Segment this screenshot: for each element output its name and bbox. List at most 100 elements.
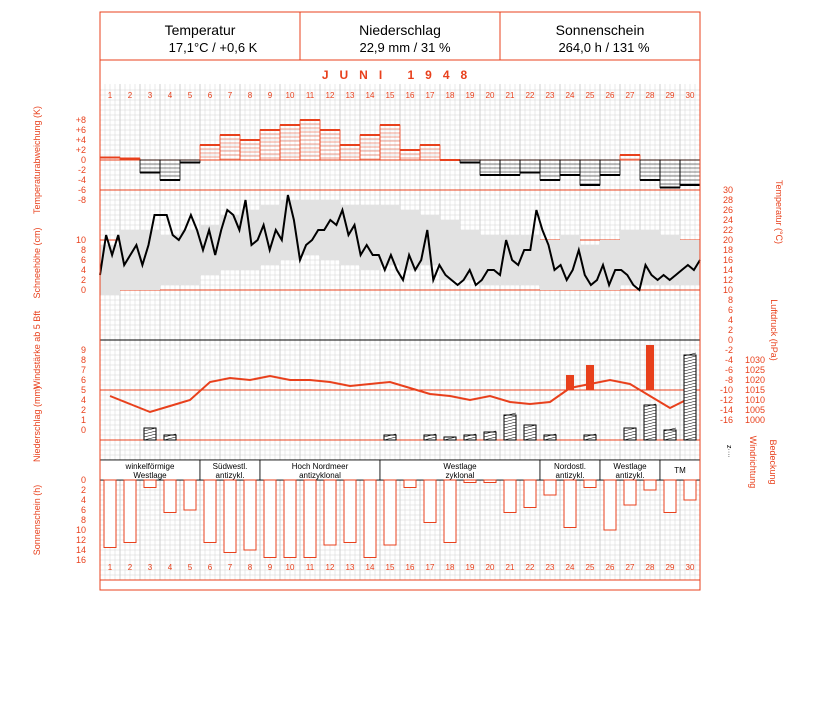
day-label-bottom: 2 <box>128 563 133 572</box>
wind-axis-title: Windstärke ab 5 Bft <box>32 310 42 389</box>
temp-range-band <box>560 235 580 290</box>
tick-label: -12 <box>720 395 733 405</box>
precipitation-hatch <box>643 412 657 417</box>
temp-range-band <box>580 245 600 290</box>
day-label-bottom: 30 <box>686 563 695 572</box>
tick-label: 6 <box>81 375 86 385</box>
precipitation-hatch <box>683 355 697 360</box>
day-label-top: 20 <box>486 91 495 100</box>
tick-label: 10 <box>76 525 86 535</box>
precipitation-hatch <box>683 427 697 432</box>
precipitation-bar <box>423 434 437 441</box>
precipitation-hatch <box>683 376 697 381</box>
precipitation-hatch <box>163 433 177 438</box>
sunshine-bar <box>183 479 197 511</box>
day-label-top: 4 <box>168 91 173 100</box>
chart-frame <box>99 11 701 591</box>
tick-label: 6 <box>728 305 733 315</box>
precipitation-hatch <box>463 433 477 438</box>
precipitation-hatch <box>683 421 697 426</box>
tick-label: 16 <box>723 255 733 265</box>
temp-range-band <box>360 205 380 270</box>
weather-type-label: Westlage <box>443 462 477 471</box>
precipitation-hatch <box>543 433 557 438</box>
temp-range-band <box>660 235 680 285</box>
temp-range-band <box>540 240 560 290</box>
temp-range-band <box>260 205 280 265</box>
day-label-top: 6 <box>208 91 213 100</box>
tick-label: 0 <box>81 475 86 485</box>
precipitation-hatch <box>683 430 697 435</box>
precipitation-hatch <box>383 433 397 438</box>
precipitation-hatch <box>483 436 497 441</box>
tick-label: 22 <box>723 225 733 235</box>
sunshine-bar <box>683 479 697 501</box>
precipitation-hatch <box>503 418 517 423</box>
tick-label: 1015 <box>745 385 765 395</box>
tick-label: 4 <box>728 315 733 325</box>
precipitation-hatch <box>683 358 697 363</box>
sunshine-bar <box>603 479 617 531</box>
day-label-bottom: 16 <box>406 563 415 572</box>
precipitation-hatch <box>143 427 157 432</box>
precipitation-hatch <box>643 418 657 423</box>
precipitation-hatch <box>503 415 517 420</box>
precipitation-hatch <box>683 394 697 399</box>
temp-range-band <box>600 240 620 290</box>
day-label-bottom: 21 <box>506 563 515 572</box>
precipitation-bar <box>543 434 557 441</box>
weather-type-label: antizykl. <box>556 471 585 480</box>
wind-direction-axis-title: Windrichtung <box>748 436 758 489</box>
tick-label: 1025 <box>745 365 765 375</box>
weather-type-label: zyklonal <box>446 471 475 480</box>
sunshine-bar <box>163 479 177 513</box>
day-label-bottom: 1 <box>108 563 113 572</box>
precipitation-hatch <box>683 364 697 369</box>
day-label-top: 10 <box>286 91 295 100</box>
precipitation-hatch <box>443 436 457 441</box>
day-label-bottom: 4 <box>168 563 173 572</box>
sunshine-bar <box>123 479 137 543</box>
precipitation-hatch <box>523 424 537 429</box>
day-label-top: 25 <box>586 91 595 100</box>
temp-dev-axis-title: Temperaturabweichung (K) <box>32 106 42 214</box>
precipitation-bar <box>483 431 497 441</box>
temp-range-band <box>140 230 160 290</box>
sunshine-bar <box>463 479 477 483</box>
temp-range-band <box>400 210 420 270</box>
precipitation-hatch <box>623 433 637 438</box>
precipitation-hatch <box>683 424 697 429</box>
temp-range-band <box>160 235 180 285</box>
tick-label: 1 <box>81 415 86 425</box>
precipitation-hatch <box>383 436 397 441</box>
tick-label: -4 <box>78 175 86 185</box>
precipitation-hatch <box>683 373 697 378</box>
precipitation-hatch <box>623 436 637 441</box>
temp-range-band <box>120 230 140 290</box>
tick-label: 8 <box>81 245 86 255</box>
tick-label: 7 <box>81 365 86 375</box>
pressure-axis-title: Luftdruck (hPa) <box>769 299 779 361</box>
sunshine-axis-title: Sonnenschein (h) <box>32 485 42 556</box>
precipitation-bar <box>383 434 397 441</box>
day-label-bottom: 6 <box>208 563 213 572</box>
sunshine-bar <box>243 479 257 551</box>
tick-label: 2 <box>81 485 86 495</box>
day-label-bottom: 29 <box>666 563 675 572</box>
sunshine-bar <box>623 479 637 506</box>
day-label-top: 21 <box>506 91 515 100</box>
precipitation-hatch <box>643 424 657 429</box>
precipitation-hatch <box>683 415 697 420</box>
precipitation-hatch <box>683 379 697 384</box>
tick-label: 1020 <box>745 375 765 385</box>
tick-label: 30 <box>723 185 733 195</box>
tick-label: 10 <box>723 285 733 295</box>
sunshine-bar <box>363 479 377 558</box>
tick-label: 4 <box>81 395 86 405</box>
temp-range-band <box>320 200 340 260</box>
tick-label: 0 <box>81 155 86 165</box>
tick-label: 6 <box>81 505 86 515</box>
precipitation-hatch <box>683 397 697 402</box>
precipitation-hatch <box>683 409 697 414</box>
precipitation-hatch <box>683 412 697 417</box>
